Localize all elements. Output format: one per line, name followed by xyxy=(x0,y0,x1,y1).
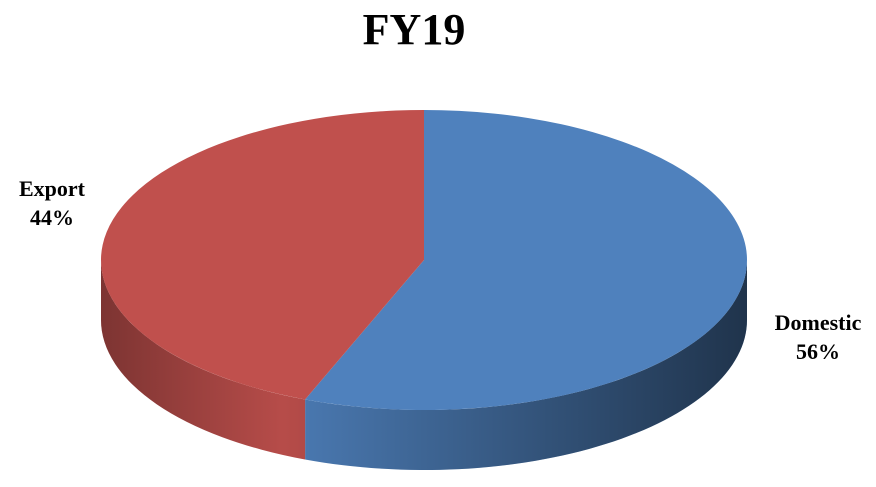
label-category: Domestic xyxy=(775,310,862,335)
labels: Domestic 56% Export 44% xyxy=(19,176,862,364)
pie xyxy=(101,110,748,470)
slice-side-shade xyxy=(101,260,306,460)
label-value: 44% xyxy=(30,205,74,230)
chart-title: FY19 xyxy=(363,5,466,54)
slice-side-shade xyxy=(305,260,747,470)
label-value: 56% xyxy=(796,339,840,364)
slice xyxy=(101,110,424,400)
data-label: Domestic 56% xyxy=(775,310,862,364)
data-label: Export 44% xyxy=(19,176,86,230)
label-category: Export xyxy=(19,176,86,201)
slice xyxy=(305,110,748,410)
